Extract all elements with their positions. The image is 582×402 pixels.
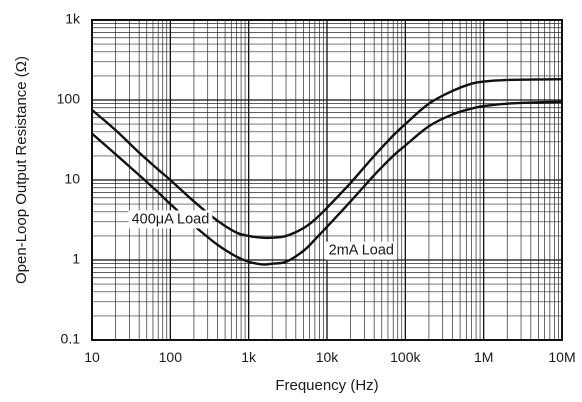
plot-frame — [91, 19, 563, 341]
series-line-0 — [91, 77, 563, 240]
x-tick-label: 10 — [84, 349, 100, 365]
y-tick-label: 1k — [65, 11, 81, 27]
y-tick-label: 1 — [72, 251, 80, 267]
series-layer — [91, 77, 563, 266]
x-tick-label: 1k — [241, 349, 257, 365]
x-tick-label: 100k — [390, 349, 421, 365]
curve-label-0: 400μA Load — [132, 211, 210, 227]
x-tick-label: 10k — [316, 349, 340, 365]
y-tick-label: 100 — [57, 91, 81, 107]
curve-label-1: 2mA Load — [329, 243, 394, 259]
curve-labels: 400μA Load 2mA Load — [128, 210, 397, 260]
y-axis-title: Open-Loop Output Resistance (Ω) — [13, 56, 30, 284]
y-tick-label: 0.1 — [61, 331, 81, 347]
x-axis-title: Frequency (Hz) — [275, 377, 378, 394]
series-line-1 — [91, 100, 563, 266]
curve-label-group-0: 400μA Load — [128, 210, 213, 229]
x-tick-label: 100 — [159, 349, 183, 365]
y-tick-label: 10 — [64, 171, 80, 187]
x-tick-labels: 10 100 1k 10k 100k 1M 10M — [84, 349, 575, 365]
curve-label-background — [128, 210, 213, 229]
y-tick-labels: 0.1 1 10 100 1k — [57, 11, 81, 347]
curve-label-background — [325, 241, 397, 260]
x-tick-label: 10M — [548, 349, 575, 365]
curve-label-group-1: 2mA Load — [325, 241, 397, 260]
x-tick-label: 1M — [474, 349, 493, 365]
